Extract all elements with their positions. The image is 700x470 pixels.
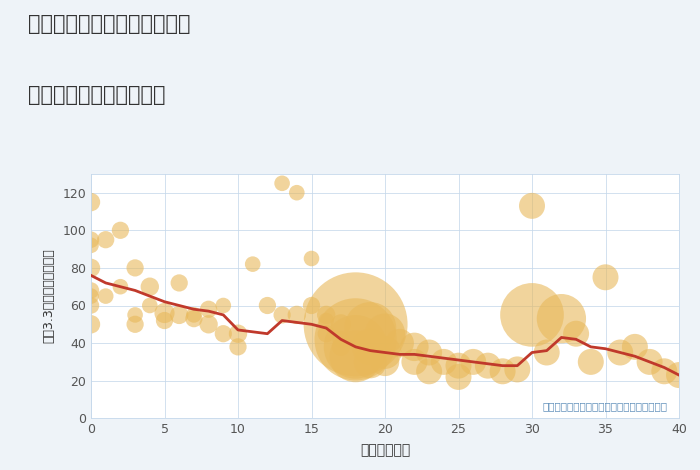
Point	[306, 255, 317, 262]
Point	[629, 343, 641, 351]
Point	[188, 315, 199, 322]
Point	[335, 321, 346, 328]
Point	[85, 198, 97, 206]
Point	[394, 339, 405, 347]
Point	[85, 302, 97, 309]
Point	[115, 283, 126, 290]
Point	[365, 343, 376, 351]
Point	[100, 236, 111, 243]
Point	[482, 362, 493, 369]
Point	[379, 349, 391, 356]
Point	[85, 321, 97, 328]
Point	[615, 349, 626, 356]
Point	[174, 279, 185, 287]
Point	[85, 236, 97, 243]
Point	[512, 366, 523, 373]
Point	[174, 311, 185, 319]
Point	[115, 227, 126, 234]
Point	[453, 373, 464, 381]
Text: 円の大きさは、取引のあった物件面積を示す: 円の大きさは、取引のあった物件面積を示す	[542, 401, 667, 411]
Point	[497, 368, 508, 375]
X-axis label: 築年数（年）: 築年数（年）	[360, 443, 410, 457]
Point	[365, 358, 376, 366]
Point	[379, 330, 391, 337]
Point	[350, 336, 361, 343]
Point	[350, 352, 361, 360]
Point	[276, 311, 288, 319]
Y-axis label: 坪（3.3㎡）単価（万円）: 坪（3.3㎡）単価（万円）	[42, 249, 55, 344]
Point	[85, 292, 97, 300]
Point	[321, 330, 332, 337]
Point	[291, 311, 302, 319]
Point	[100, 292, 111, 300]
Point	[321, 317, 332, 324]
Point	[409, 343, 420, 351]
Point	[306, 302, 317, 309]
Point	[291, 189, 302, 196]
Point	[409, 358, 420, 366]
Point	[247, 260, 258, 268]
Text: 築年数別中古戸建て価格: 築年数別中古戸建て価格	[28, 85, 165, 105]
Point	[130, 264, 141, 272]
Point	[232, 330, 244, 337]
Point	[673, 371, 685, 379]
Point	[335, 336, 346, 343]
Point	[276, 180, 288, 187]
Point	[85, 242, 97, 249]
Point	[365, 324, 376, 332]
Point	[85, 287, 97, 294]
Point	[144, 302, 155, 309]
Point	[379, 358, 391, 366]
Text: 兵庫県姫路市御国野町御着の: 兵庫県姫路市御国野町御着の	[28, 14, 190, 34]
Point	[350, 343, 361, 351]
Point	[526, 311, 538, 319]
Point	[468, 358, 479, 366]
Point	[526, 202, 538, 210]
Point	[144, 283, 155, 290]
Point	[453, 362, 464, 369]
Point	[438, 358, 449, 366]
Point	[424, 368, 435, 375]
Point	[203, 321, 214, 328]
Point	[262, 302, 273, 309]
Point	[659, 368, 670, 375]
Point	[335, 343, 346, 351]
Point	[218, 302, 229, 309]
Point	[541, 349, 552, 356]
Point	[232, 343, 244, 351]
Point	[644, 358, 655, 366]
Point	[350, 321, 361, 328]
Point	[159, 317, 170, 324]
Point	[570, 330, 582, 337]
Point	[130, 321, 141, 328]
Point	[600, 274, 611, 281]
Point	[85, 264, 97, 272]
Point	[130, 311, 141, 319]
Point	[556, 315, 567, 322]
Point	[159, 309, 170, 317]
Point	[203, 306, 214, 313]
Point	[321, 311, 332, 319]
Point	[424, 349, 435, 356]
Point	[188, 311, 199, 319]
Point	[585, 358, 596, 366]
Point	[218, 330, 229, 337]
